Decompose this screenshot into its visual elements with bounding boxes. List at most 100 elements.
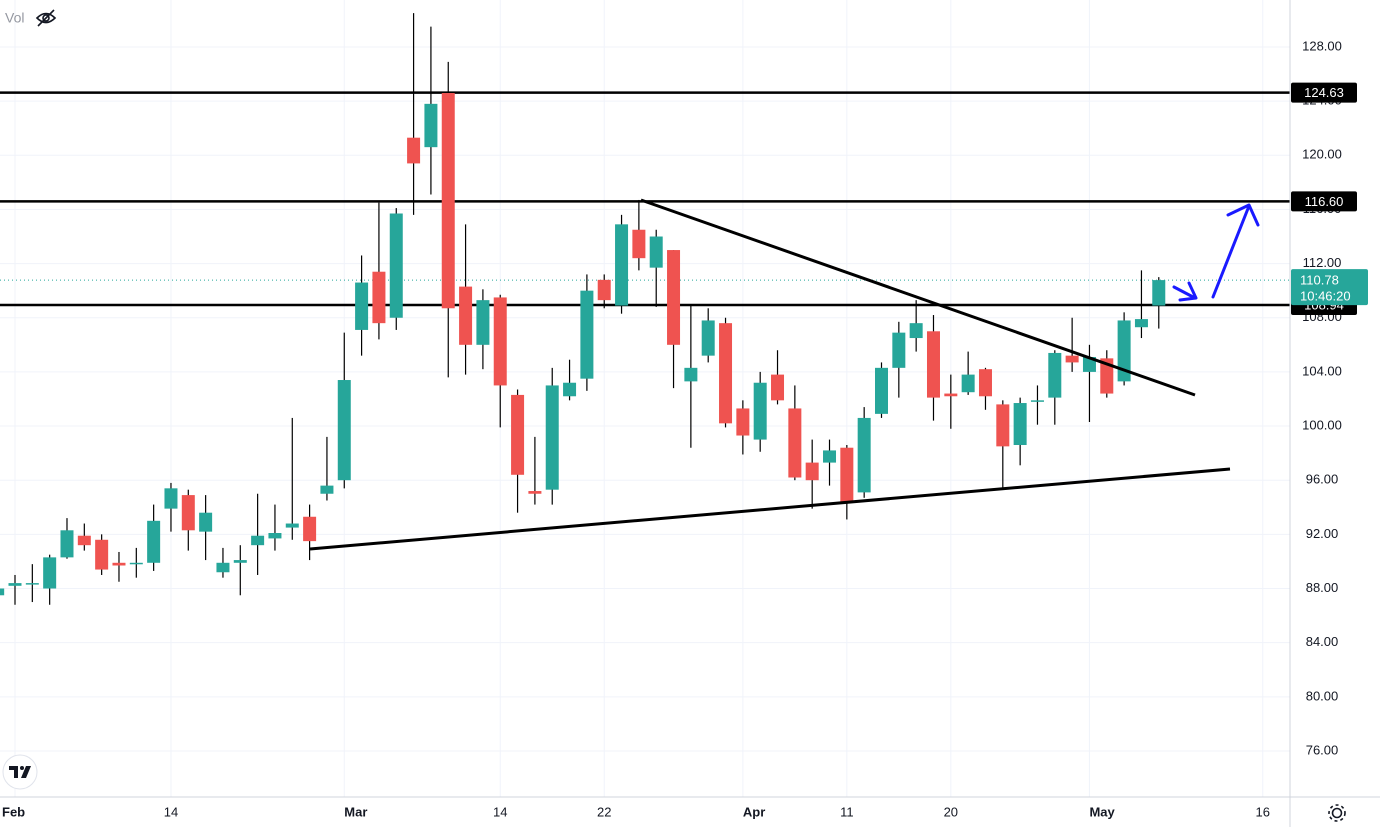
candle-body xyxy=(996,404,1010,447)
candle-body xyxy=(684,367,698,382)
candle-body xyxy=(493,297,507,386)
candle-body xyxy=(926,331,940,398)
candle-body xyxy=(0,588,5,596)
level-label-box xyxy=(1291,82,1357,103)
y-tick-label: 100.00 xyxy=(1302,417,1342,432)
candle-body xyxy=(736,408,750,436)
candle-body xyxy=(961,374,975,393)
candle-body xyxy=(632,229,646,259)
candle-body xyxy=(424,103,438,148)
x-tick-label: 22 xyxy=(597,804,611,819)
settings-icon[interactable] xyxy=(1328,804,1346,822)
candle-body xyxy=(8,583,22,586)
candle-body xyxy=(771,374,785,401)
candle-body xyxy=(840,447,854,502)
levels xyxy=(0,91,1290,307)
arrow xyxy=(1172,285,1197,300)
candle-body xyxy=(1100,358,1114,394)
y-tick-label: 112.00 xyxy=(1303,255,1342,270)
y-tick-label: 96.00 xyxy=(1306,472,1339,487)
candle-body xyxy=(1030,400,1044,402)
x-tick-label: 20 xyxy=(944,804,958,819)
arrows xyxy=(1172,203,1260,302)
candle-body xyxy=(1013,403,1027,446)
candle-body xyxy=(1152,280,1166,306)
candle-body xyxy=(476,300,490,345)
candle-body xyxy=(597,279,611,301)
candle-body xyxy=(389,213,403,318)
y-tick-label: 128.00 xyxy=(1302,38,1342,53)
drawings xyxy=(309,198,1231,551)
candle-body xyxy=(112,562,126,566)
x-tick-label: 14 xyxy=(493,804,507,819)
candle-body xyxy=(303,516,317,542)
candle-body xyxy=(1117,320,1131,382)
x-tick-label: Feb xyxy=(2,804,25,819)
candle-body xyxy=(528,491,542,494)
candle-body xyxy=(563,382,577,397)
candle-body xyxy=(372,271,386,324)
candle-body xyxy=(337,380,351,481)
y-tick-label: 76.00 xyxy=(1306,742,1339,757)
candle-body xyxy=(788,408,802,478)
candle-body xyxy=(719,323,733,424)
x-tick-label: May xyxy=(1089,804,1115,819)
candle-body xyxy=(43,557,57,589)
candle-body xyxy=(77,535,91,546)
y-tick-label: 92.00 xyxy=(1306,526,1339,541)
countdown-label: 10:46:20 xyxy=(1300,289,1351,304)
candles xyxy=(0,13,1166,605)
candle-body xyxy=(216,562,230,573)
candle-body xyxy=(1048,352,1062,398)
candle-body xyxy=(355,282,369,330)
candle-body xyxy=(753,382,767,440)
candle-body xyxy=(649,236,663,268)
x-tick-label: 14 xyxy=(164,804,178,819)
candle-body xyxy=(892,332,906,368)
x-tick-label: Apr xyxy=(743,804,765,819)
candle-body xyxy=(320,485,334,494)
candle-body xyxy=(25,583,39,585)
candle-body xyxy=(285,523,299,528)
y-tick-label: 84.00 xyxy=(1306,634,1339,649)
candle-body xyxy=(60,530,74,558)
candle-body xyxy=(1065,355,1079,363)
level-label-box xyxy=(1291,191,1357,212)
y-tick-label: 120.00 xyxy=(1302,147,1342,162)
candle-body xyxy=(181,495,195,531)
candle-body xyxy=(199,512,213,532)
candle-body xyxy=(823,450,837,463)
logo[interactable] xyxy=(2,754,38,790)
arrow-head xyxy=(1226,203,1260,227)
last-price-box xyxy=(1291,269,1368,306)
candle-body xyxy=(511,394,525,475)
candle-body xyxy=(233,560,247,563)
candle-body xyxy=(580,290,594,379)
candle-body xyxy=(615,224,629,306)
x-tick-label: 11 xyxy=(840,804,854,819)
candle-body xyxy=(441,93,455,309)
candle-body xyxy=(909,323,923,339)
candle-body xyxy=(667,250,681,345)
candle-body xyxy=(545,385,559,490)
arrow xyxy=(1211,204,1251,299)
axes: 76.00 80.00 84.00 88.00 92.00 96.00 100.00 104.… xyxy=(2,38,1368,819)
candle-body xyxy=(407,137,421,164)
candle-body xyxy=(875,367,888,414)
candle-body xyxy=(1082,357,1096,372)
candle-body xyxy=(251,535,265,546)
last-price-label: 110.78 xyxy=(1300,273,1339,288)
candle-body xyxy=(805,462,819,481)
visibility-icon[interactable] xyxy=(35,9,57,27)
candle-body xyxy=(857,417,871,493)
y-tick-label: 104.00 xyxy=(1302,363,1342,378)
trend-line xyxy=(640,198,1196,397)
candle-body xyxy=(268,533,282,539)
indicator-label[interactable]: Vol xyxy=(5,10,24,26)
x-tick-label: 16 xyxy=(1256,804,1270,819)
candle-body xyxy=(701,320,715,356)
trend-line xyxy=(309,467,1231,551)
candle-body xyxy=(1134,319,1148,328)
